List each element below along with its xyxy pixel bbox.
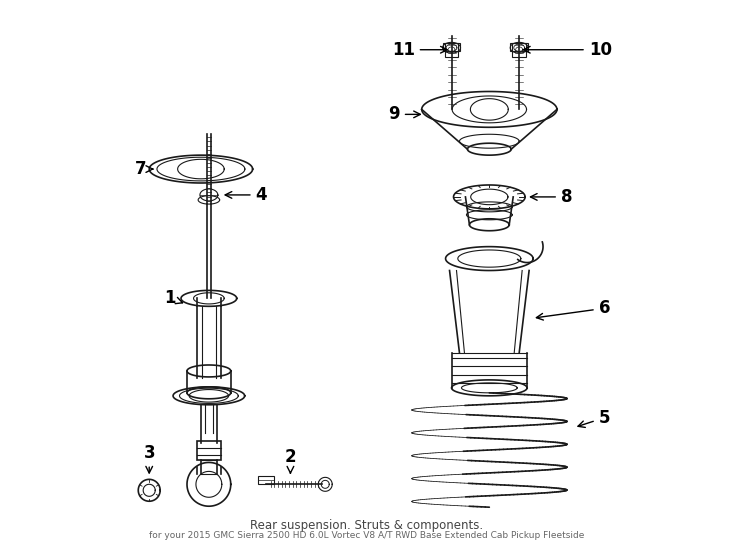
- Bar: [197, 441, 221, 461]
- Text: 7: 7: [134, 160, 153, 178]
- Text: 6: 6: [537, 299, 610, 320]
- Text: 2: 2: [285, 449, 297, 473]
- Text: 8: 8: [531, 188, 573, 206]
- Bar: [512, 43, 526, 57]
- Bar: [510, 43, 528, 51]
- Text: for your 2015 GMC Sierra 2500 HD 6.0L Vortec V8 A/T RWD Base Extended Cab Pickup: for your 2015 GMC Sierra 2500 HD 6.0L Vo…: [149, 531, 585, 539]
- Text: 9: 9: [388, 105, 421, 123]
- Text: 3: 3: [143, 443, 155, 473]
- Text: 5: 5: [578, 409, 610, 428]
- Text: 1: 1: [164, 289, 183, 307]
- Bar: [258, 476, 274, 484]
- Bar: [445, 43, 459, 57]
- Text: 11: 11: [392, 40, 447, 59]
- Text: Rear suspension. Struts & components.: Rear suspension. Struts & components.: [250, 518, 484, 531]
- Bar: [138, 480, 160, 501]
- Bar: [443, 43, 460, 51]
- Text: 10: 10: [523, 40, 611, 59]
- Text: 4: 4: [225, 186, 267, 204]
